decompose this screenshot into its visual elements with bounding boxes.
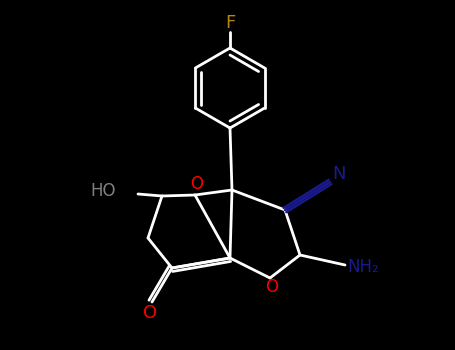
Text: O: O — [143, 304, 157, 322]
Text: O: O — [191, 175, 203, 193]
Text: F: F — [225, 14, 235, 32]
Text: N: N — [332, 165, 346, 183]
Text: HO: HO — [91, 182, 116, 200]
Text: NH₂: NH₂ — [347, 258, 379, 276]
Text: O: O — [266, 278, 278, 296]
